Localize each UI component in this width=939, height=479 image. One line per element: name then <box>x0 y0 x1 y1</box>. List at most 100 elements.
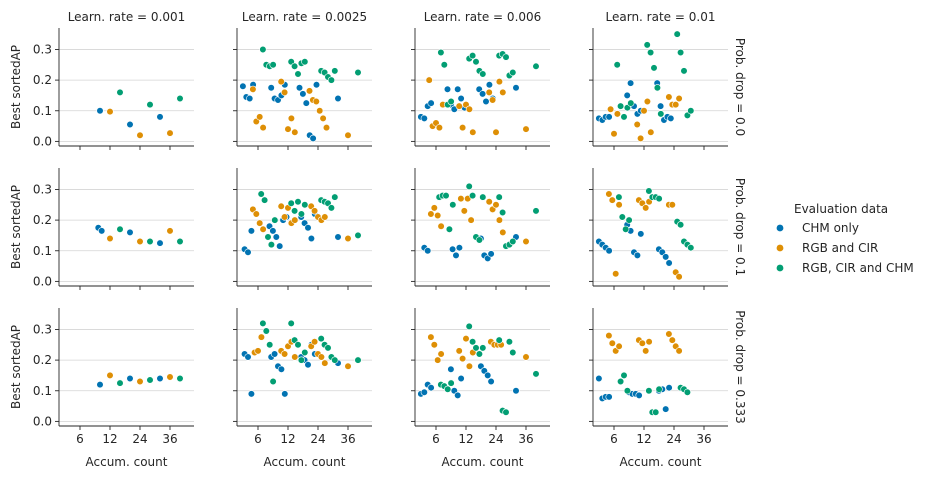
data-point <box>645 387 653 395</box>
data-point <box>492 201 500 209</box>
y-tick-label: 0.2 <box>33 73 52 87</box>
data-point <box>608 196 616 204</box>
data-point <box>256 219 264 227</box>
data-point <box>331 67 339 75</box>
data-point <box>462 335 470 343</box>
data-point <box>459 124 467 132</box>
data-point <box>522 237 530 246</box>
data-point <box>502 408 510 416</box>
data-point <box>646 48 655 57</box>
data-point <box>667 114 675 123</box>
data-point <box>485 81 494 89</box>
data-point <box>469 338 477 346</box>
data-point <box>457 195 465 203</box>
data-point <box>246 94 254 103</box>
data-point <box>475 350 484 358</box>
data-point <box>485 198 493 206</box>
data-point <box>635 391 643 399</box>
data-point <box>116 88 124 96</box>
data-point <box>625 216 633 224</box>
data-point <box>489 96 497 104</box>
data-point <box>640 107 648 115</box>
data-point <box>613 61 621 69</box>
data-point <box>673 30 681 38</box>
data-point <box>499 208 507 217</box>
data-point <box>608 339 616 347</box>
data-point <box>443 85 452 93</box>
data-point <box>176 94 184 103</box>
data-point <box>622 225 630 233</box>
y-axis-label: Best sortedAP <box>9 45 23 129</box>
x-tick-label: 6 <box>432 432 440 446</box>
data-point <box>317 353 326 361</box>
data-point <box>643 97 652 106</box>
data-point <box>334 233 342 241</box>
data-point <box>479 70 487 78</box>
data-point <box>267 84 275 92</box>
data-point <box>299 90 307 98</box>
data-point <box>309 134 317 142</box>
data-point <box>277 202 285 210</box>
data-point <box>627 99 635 107</box>
data-point <box>665 330 673 338</box>
data-point <box>606 105 615 113</box>
data-point <box>259 319 267 327</box>
x-tick-label: 24 <box>666 432 681 446</box>
data-point <box>106 234 114 243</box>
x-tick-label: 12 <box>458 432 473 446</box>
data-point <box>291 353 299 361</box>
data-point <box>316 107 324 115</box>
data-point <box>610 130 618 138</box>
data-point <box>643 41 651 49</box>
legend: Evaluation data CHM only RGB and CIR RGB, C… <box>776 202 914 275</box>
data-point <box>96 381 104 389</box>
data-point <box>156 239 164 247</box>
data-point <box>638 339 646 347</box>
data-point <box>334 94 342 103</box>
data-point <box>239 82 247 90</box>
data-point <box>522 125 530 133</box>
data-point <box>499 88 507 96</box>
x-axis-label: Accum. count <box>264 455 346 469</box>
data-point <box>311 207 319 215</box>
data-point <box>472 344 480 352</box>
data-point <box>276 242 284 250</box>
data-point <box>437 222 445 230</box>
data-point <box>615 342 623 350</box>
y-tick-label: 0.1 <box>33 384 52 398</box>
data-point <box>307 234 316 243</box>
data-point <box>656 102 665 110</box>
legend-title: Evaluation data <box>794 202 888 216</box>
data-point <box>672 101 680 109</box>
data-point <box>281 88 289 96</box>
data-point <box>680 67 688 75</box>
data-point <box>304 361 312 369</box>
data-point <box>425 76 433 84</box>
data-point <box>327 76 336 84</box>
data-point <box>277 365 286 373</box>
data-point <box>259 45 267 54</box>
data-point <box>297 356 306 364</box>
data-point <box>247 227 255 235</box>
data-point <box>146 101 154 109</box>
data-point <box>616 377 625 386</box>
column-title: Learn. rate = 0.006 <box>424 10 542 24</box>
data-point <box>675 273 683 281</box>
data-point <box>430 204 438 212</box>
data-point <box>532 207 540 215</box>
data-point <box>479 193 487 201</box>
data-point <box>532 370 540 378</box>
data-point <box>613 110 622 118</box>
data-point <box>676 221 685 229</box>
data-point <box>354 68 362 77</box>
data-point <box>287 114 296 123</box>
y-tick-label: 0.3 <box>33 42 52 56</box>
data-point <box>653 84 662 92</box>
data-point <box>522 353 530 361</box>
data-point <box>645 338 653 346</box>
data-point <box>269 377 277 386</box>
data-point <box>437 48 445 57</box>
data-point <box>509 237 517 246</box>
axes <box>55 28 728 430</box>
data-point <box>676 48 685 57</box>
